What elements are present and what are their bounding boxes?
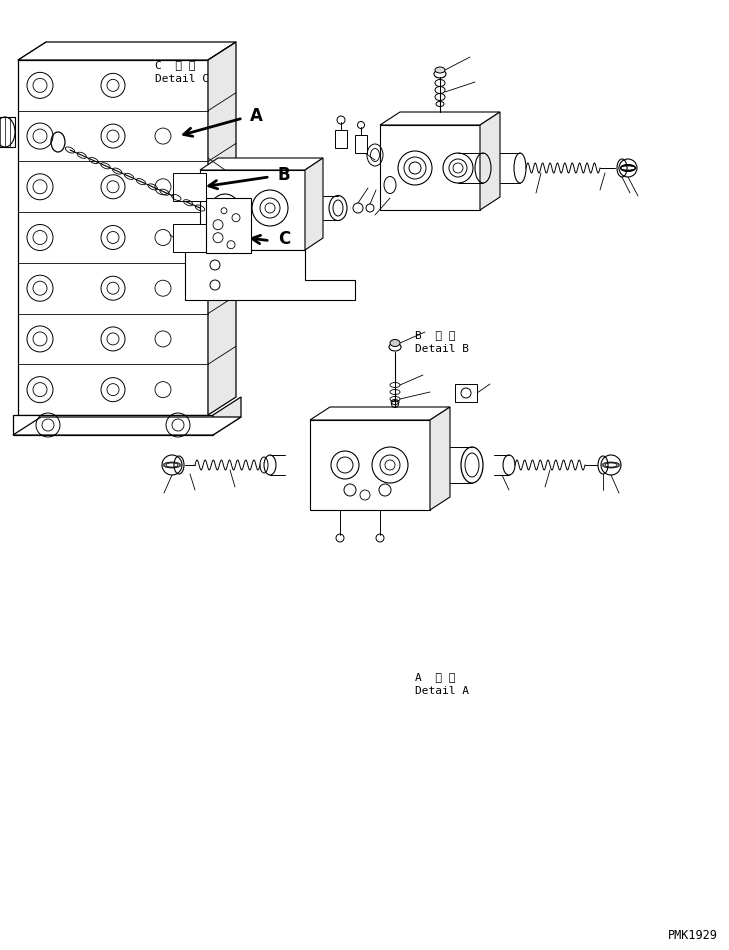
Bar bbox=[335, 130, 347, 148]
Bar bbox=[455, 384, 477, 402]
Polygon shape bbox=[13, 415, 213, 435]
Text: C: C bbox=[278, 230, 290, 248]
Ellipse shape bbox=[435, 67, 445, 73]
Text: B  詳 細
Detail B: B 詳 細 Detail B bbox=[415, 330, 469, 354]
Polygon shape bbox=[18, 42, 236, 60]
Polygon shape bbox=[206, 190, 263, 198]
Polygon shape bbox=[18, 60, 208, 415]
Polygon shape bbox=[310, 407, 450, 420]
Polygon shape bbox=[13, 417, 241, 435]
Polygon shape bbox=[380, 125, 480, 210]
Bar bbox=[173, 223, 206, 252]
Text: A: A bbox=[250, 107, 263, 125]
Bar bbox=[173, 173, 206, 200]
Polygon shape bbox=[480, 112, 500, 210]
Polygon shape bbox=[200, 158, 323, 170]
Text: A  詳 細
Detail A: A 詳 細 Detail A bbox=[415, 672, 469, 696]
Text: B: B bbox=[278, 166, 291, 183]
Polygon shape bbox=[380, 112, 500, 125]
Polygon shape bbox=[430, 407, 450, 510]
Polygon shape bbox=[310, 420, 430, 510]
Ellipse shape bbox=[390, 339, 400, 347]
Text: C  詳 細
Detail C: C 詳 細 Detail C bbox=[155, 60, 209, 84]
Polygon shape bbox=[305, 158, 323, 250]
Bar bbox=[355, 135, 367, 153]
Polygon shape bbox=[213, 397, 241, 435]
Bar bbox=[206, 198, 251, 253]
Polygon shape bbox=[208, 42, 236, 415]
Polygon shape bbox=[200, 170, 305, 250]
Polygon shape bbox=[185, 240, 355, 300]
Text: PMK1929: PMK1929 bbox=[668, 929, 718, 942]
